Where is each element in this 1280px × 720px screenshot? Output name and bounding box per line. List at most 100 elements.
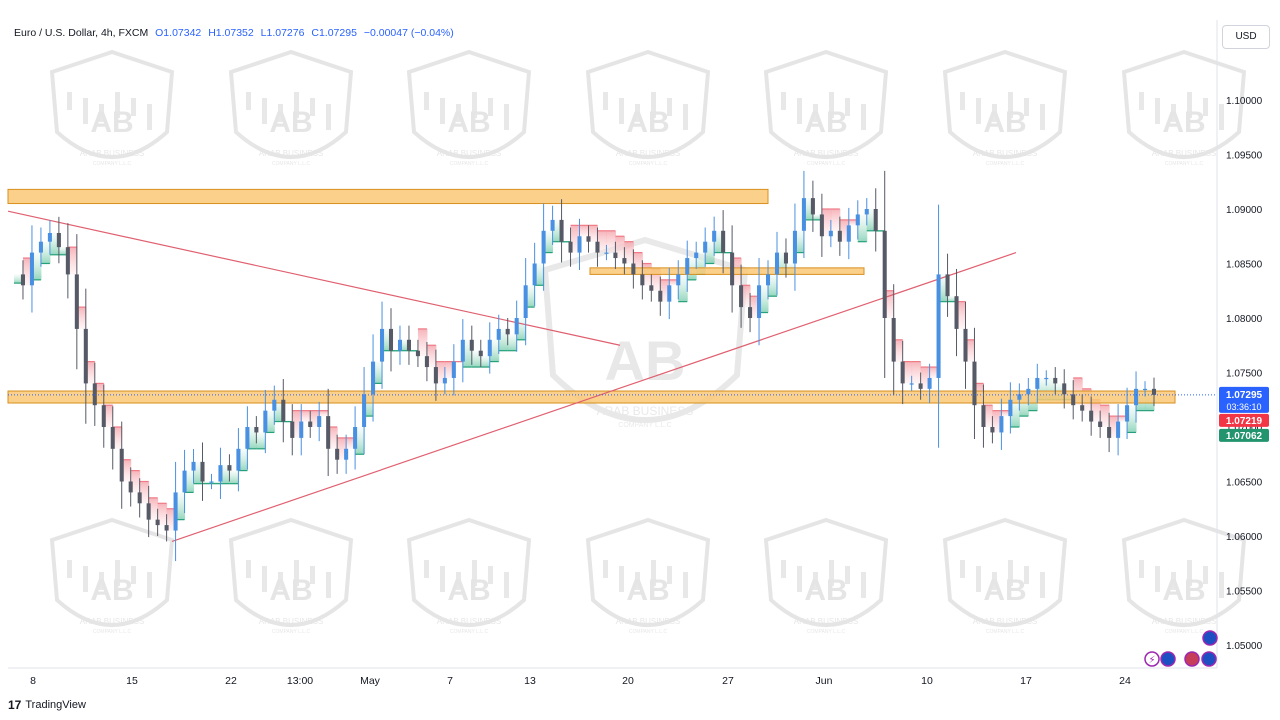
- candle-body: [586, 236, 591, 242]
- tradingview-logo-icon: 17: [8, 698, 22, 712]
- watermark-bar: [440, 98, 445, 124]
- band-segment: [597, 230, 607, 253]
- candle-body: [783, 252, 788, 264]
- eu-flag-icon-3[interactable]: [1202, 630, 1218, 646]
- watermark-bar: [960, 92, 965, 110]
- watermark-bar: [488, 98, 493, 116]
- x-tick-label: Jun: [816, 675, 833, 687]
- watermark-bar: [1187, 560, 1192, 586]
- event-markers[interactable]: ⚡: [1144, 630, 1218, 667]
- band-segment: [516, 318, 527, 340]
- watermark-text: ARAB BUSINESS: [1152, 617, 1216, 626]
- bolt-icon[interactable]: [1144, 651, 1160, 667]
- band-segment: [346, 437, 356, 449]
- x-tick-label: 13: [524, 675, 536, 687]
- candle-body: [523, 285, 528, 318]
- candle-body: [694, 252, 699, 259]
- candle-body: [164, 525, 169, 531]
- watermark-bar: [67, 92, 72, 110]
- watermark-bar: [683, 104, 688, 130]
- band-segment: [417, 328, 428, 357]
- watermark-bar: [603, 560, 608, 578]
- watermark-text: ARAB BUSINESS: [80, 617, 144, 626]
- candle-body: [272, 399, 277, 411]
- eu-flag-icon[interactable]: [1160, 651, 1176, 667]
- watermark-shield: [942, 517, 1068, 627]
- x-tick-label: 8: [30, 675, 36, 687]
- watermark-bar: [861, 104, 866, 130]
- x-tick-label: 17: [1020, 675, 1032, 687]
- candle-body: [56, 232, 61, 248]
- watermark-bar: [781, 92, 786, 110]
- band-segment: [714, 230, 724, 253]
- candle-body: [819, 214, 824, 237]
- band-segment: [435, 361, 446, 384]
- candle-body: [532, 263, 537, 286]
- us-flag-icon[interactable]: [1184, 651, 1200, 667]
- watermark-shield: [763, 49, 889, 159]
- eu-flag-icon-2[interactable]: [1201, 651, 1217, 667]
- band-segment: [821, 209, 832, 237]
- time-axis[interactable]: 8 15 22 13:00 May 7 13 20 27 Jun 10 17 24: [30, 675, 1131, 687]
- watermark-subtext: COMPANY L.L.C: [272, 629, 311, 635]
- candle-body: [1134, 388, 1139, 406]
- band-segment: [76, 307, 87, 329]
- watermark-text: ARAB BUSINESS: [437, 617, 501, 626]
- watermark-bar: [976, 566, 981, 592]
- candle-body: [622, 258, 627, 264]
- band-segment: [382, 328, 392, 351]
- candle-body: [1089, 410, 1094, 422]
- x-tick-label: 10: [921, 675, 933, 687]
- candle-body: [595, 241, 600, 253]
- candle-body: [748, 307, 753, 318]
- candle-body: [137, 492, 142, 504]
- band-segment: [166, 508, 177, 531]
- watermark-bar: [619, 98, 624, 124]
- candle-body: [344, 448, 349, 460]
- candle-body: [335, 448, 340, 460]
- candle-body: [739, 285, 744, 308]
- band-segment: [543, 230, 554, 253]
- high-value: H1.07352: [208, 27, 254, 39]
- band-segment: [552, 219, 563, 242]
- band-segment: [947, 296, 958, 302]
- band-segment: [193, 461, 204, 484]
- candle-body: [101, 405, 106, 427]
- band-segment: [1046, 377, 1056, 400]
- band-segment: [902, 361, 913, 384]
- watermark-bar: [424, 92, 429, 110]
- watermark-text: ARAB BUSINESS: [1152, 149, 1216, 158]
- band-segment: [830, 209, 841, 231]
- currency-button[interactable]: USD: [1222, 25, 1270, 49]
- band-segment: [1010, 399, 1020, 427]
- watermark-bar: [1024, 98, 1029, 116]
- tradingview-footer[interactable]: 17 TradingView: [8, 698, 86, 712]
- band-segment: [938, 274, 949, 302]
- symbol-label[interactable]: Euro / U.S. Dollar, 4h, FXCM: [14, 27, 149, 39]
- watermark-subtext: COMPANY L.L.C: [450, 629, 489, 635]
- watermark-bar: [1187, 92, 1192, 118]
- band-segment: [579, 225, 589, 237]
- watermark-bar: [246, 560, 251, 578]
- band-segment: [992, 410, 1002, 433]
- watermark-subtext: COMPANY L.L.C: [807, 161, 846, 167]
- close-value: C1.07295: [311, 27, 357, 39]
- watermark-bar: [488, 566, 493, 584]
- watermark-subtext: COMPANY L.L.C: [807, 629, 846, 635]
- watermark-bar: [472, 92, 477, 118]
- watermark-bar: [635, 572, 640, 590]
- band-segment: [911, 361, 922, 384]
- candle-body: [173, 492, 178, 531]
- trend-lines: [7, 210, 1017, 543]
- band-segment: [839, 219, 850, 242]
- candle-body: [514, 318, 519, 335]
- candle-body: [1017, 394, 1022, 400]
- watermark-bar: [326, 104, 331, 130]
- price-axis[interactable]: 1.10000 1.09500 1.09000 1.08500 1.08000 1.075…: [1226, 96, 1263, 652]
- watermark-monogram: AB: [605, 329, 686, 392]
- band-segment: [130, 470, 141, 493]
- candle-body: [20, 274, 26, 286]
- watermark-logo: AB ARAB BUSINESS COMPANY L.L.C: [942, 517, 1068, 635]
- watermark-bar: [992, 104, 997, 122]
